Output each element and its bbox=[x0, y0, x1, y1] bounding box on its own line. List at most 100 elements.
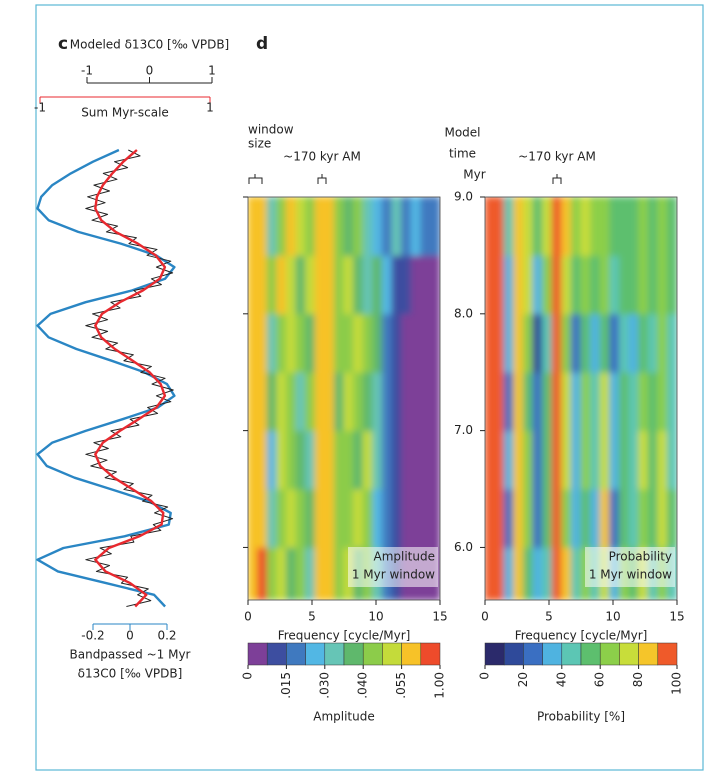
heat-cell bbox=[628, 371, 640, 432]
heat-cell bbox=[410, 488, 422, 548]
heat-cell bbox=[295, 197, 307, 256]
colorbar-cell bbox=[619, 642, 639, 666]
heat-cell bbox=[266, 313, 278, 373]
heat-cell bbox=[305, 254, 316, 315]
heat-cell bbox=[391, 371, 403, 432]
heat-cell bbox=[570, 254, 582, 315]
heat-cell bbox=[647, 254, 659, 315]
heat-cell bbox=[485, 371, 496, 432]
heat-cell bbox=[410, 254, 422, 315]
colorbar-tick-label: 60 bbox=[593, 672, 607, 687]
heat-cell bbox=[381, 254, 393, 315]
x-tick-label: 0 bbox=[146, 64, 154, 78]
heat-cell bbox=[494, 546, 505, 600]
heat-cell bbox=[532, 371, 544, 432]
colorbar-cell bbox=[484, 642, 505, 666]
panel-label: c bbox=[58, 34, 68, 54]
x-tick-label: -1 bbox=[34, 101, 46, 115]
heat-cell bbox=[276, 254, 287, 315]
heat-cell bbox=[333, 371, 345, 432]
heat-cell bbox=[666, 313, 677, 373]
colorbar-tick-label: .055 bbox=[394, 672, 408, 699]
heat-cell bbox=[420, 197, 431, 256]
heat-cell bbox=[266, 546, 278, 600]
x-tick-label: 0 bbox=[126, 629, 134, 643]
heat-cell bbox=[401, 430, 412, 490]
heat-cell bbox=[580, 313, 592, 373]
x-tick-label: 15 bbox=[432, 610, 447, 624]
heat-cell bbox=[638, 313, 649, 373]
annotation: window bbox=[248, 123, 294, 137]
heat-cell bbox=[353, 197, 364, 256]
heat-cell bbox=[551, 313, 563, 373]
heat-cell bbox=[285, 254, 297, 315]
heat-cell bbox=[257, 197, 268, 256]
heat-cell bbox=[618, 371, 630, 432]
heat-cell bbox=[551, 197, 563, 256]
heat-cell bbox=[570, 488, 582, 548]
heat-cell bbox=[485, 488, 496, 548]
heat-cell bbox=[285, 488, 297, 548]
heat-cell bbox=[362, 254, 374, 315]
heat-cell bbox=[324, 254, 335, 315]
heat-cell bbox=[429, 371, 440, 432]
heat-cell bbox=[333, 197, 345, 256]
x-tick-label: 10 bbox=[605, 610, 620, 624]
heat-cell bbox=[276, 488, 287, 548]
heat-cell bbox=[494, 254, 505, 315]
heat-cell bbox=[314, 430, 326, 490]
heat-cell bbox=[590, 430, 601, 490]
heat-cell bbox=[333, 313, 345, 373]
colorbar-cell bbox=[343, 642, 364, 666]
label-box bbox=[348, 547, 438, 587]
heat-cell bbox=[324, 488, 335, 548]
heat-cell bbox=[599, 197, 611, 256]
heat-cell bbox=[305, 313, 316, 373]
heat-cell bbox=[503, 197, 515, 256]
colorbar-title: Amplitude bbox=[313, 710, 375, 724]
heat-cell bbox=[420, 371, 431, 432]
colorbar-cell bbox=[542, 642, 563, 666]
colorbar-cell bbox=[420, 642, 441, 666]
heat-cell bbox=[343, 313, 355, 373]
heat-cell bbox=[248, 197, 259, 256]
heat-cell bbox=[609, 371, 620, 432]
heat-cell bbox=[561, 488, 572, 548]
heat-cell bbox=[343, 430, 355, 490]
heat-cell bbox=[551, 430, 563, 490]
heat-cell bbox=[285, 371, 297, 432]
colorbar-cell bbox=[638, 642, 659, 666]
heat-cell bbox=[647, 488, 659, 548]
heat-cell bbox=[353, 254, 364, 315]
x-tick-label: 5 bbox=[545, 610, 553, 624]
heat-cell bbox=[532, 313, 544, 373]
colorbar-tick-label: 20 bbox=[516, 672, 530, 687]
frame bbox=[35, 4, 704, 771]
heat-cell bbox=[429, 197, 440, 256]
axis-title: δ13C0 [‰ VPDB] bbox=[78, 667, 183, 681]
heat-cell bbox=[590, 313, 601, 373]
heat-cell bbox=[532, 546, 544, 600]
heatmap bbox=[248, 197, 440, 600]
heat-cell bbox=[391, 488, 403, 548]
colorbar-tick-label: 0 bbox=[478, 672, 492, 680]
heat-cell bbox=[522, 313, 534, 373]
heat-cell bbox=[513, 313, 524, 373]
heat-cell bbox=[570, 430, 582, 490]
heat-cell bbox=[542, 371, 553, 432]
heat-cell bbox=[551, 254, 563, 315]
heat-cell bbox=[266, 197, 278, 256]
heat-cell bbox=[372, 313, 383, 373]
annotation: size bbox=[248, 137, 271, 151]
heat-cell bbox=[561, 430, 572, 490]
heat-cell bbox=[532, 488, 544, 548]
heat-cell bbox=[513, 197, 524, 256]
y-axis-title: Model bbox=[444, 126, 480, 140]
heat-cell bbox=[305, 546, 316, 600]
colorbar-cell bbox=[362, 642, 383, 666]
heat-cell bbox=[522, 430, 534, 490]
heat-cell bbox=[295, 371, 307, 432]
series-line bbox=[85, 149, 174, 607]
heat-cell bbox=[410, 430, 422, 490]
